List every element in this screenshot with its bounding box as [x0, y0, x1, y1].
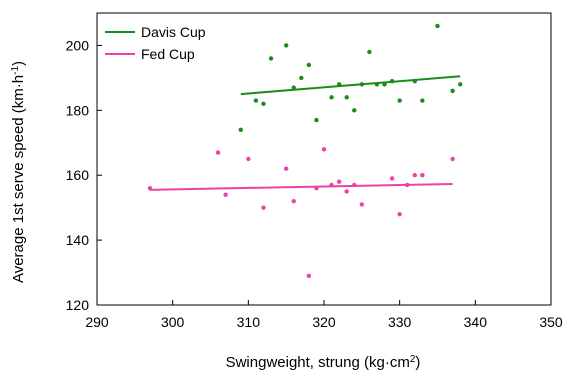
data-point-davis-cup [238, 127, 243, 132]
data-point-fed-cup [261, 205, 266, 210]
data-point-davis-cup [253, 98, 259, 103]
data-point-fed-cup [420, 173, 425, 178]
data-point-fed-cup [306, 273, 312, 278]
axis-ticks [96, 44, 552, 306]
data-point-fed-cup [246, 156, 251, 162]
legend-label-davis-cup: Davis Cup [141, 24, 206, 40]
data-point-davis-cup [450, 88, 455, 94]
data-point-fed-cup [450, 156, 455, 162]
x-tick-label: 340 [464, 314, 488, 330]
data-point-fed-cup [397, 211, 402, 217]
trend-line-fed-cup [149, 182, 453, 191]
x-tick-label: 350 [539, 314, 563, 330]
data-point-fed-cup [223, 192, 228, 197]
x-tick-label: 320 [312, 314, 336, 330]
legend-label-fed-cup: Fed Cup [141, 46, 195, 62]
trend-line-davis-cup [240, 75, 461, 96]
x-tick-label: 290 [85, 314, 109, 330]
legend: Davis Cup Fed Cup [105, 24, 206, 62]
data-point-davis-cup [420, 98, 425, 103]
x-axis-title: Swingweight, strung (kg·cm2) [226, 354, 421, 372]
data-point-fed-cup [359, 202, 365, 207]
data-point-davis-cup [435, 23, 440, 29]
x-tick-label: 310 [237, 314, 261, 330]
data-point-fed-cup [215, 150, 221, 155]
y-tick-label: 140 [66, 232, 90, 248]
x-tick-label: 330 [388, 314, 412, 330]
data-point-davis-cup [306, 62, 312, 68]
x-tick-label: 300 [161, 314, 185, 330]
series-davis-cup [238, 23, 463, 132]
data-point-davis-cup [458, 82, 463, 87]
data-point-davis-cup [344, 95, 349, 100]
data-point-davis-cup [329, 95, 334, 100]
y-tick-label: 200 [66, 37, 90, 53]
y-axis-title: Average 1st serve speed (km·h-1) [10, 61, 28, 283]
data-point-fed-cup [283, 166, 289, 171]
data-point-fed-cup [344, 189, 349, 194]
y-tick-label: 120 [66, 297, 90, 313]
data-series [147, 23, 463, 278]
y-tick-label: 160 [66, 167, 90, 183]
data-point-fed-cup [291, 198, 296, 204]
data-point-davis-cup [283, 43, 289, 48]
data-point-fed-cup [336, 179, 342, 184]
data-point-fed-cup [412, 173, 417, 178]
data-point-davis-cup [352, 108, 357, 113]
data-point-davis-cup [261, 101, 266, 107]
data-point-davis-cup [314, 117, 319, 123]
data-point-davis-cup [367, 49, 372, 55]
y-tick-label: 180 [66, 102, 90, 118]
tick-labels: 290 300 310 320 330 340 350 120 140 160 180 200 [66, 37, 563, 330]
series-fed-cup [147, 147, 455, 278]
data-point-fed-cup [321, 147, 327, 152]
data-point-davis-cup [299, 75, 304, 81]
data-point-davis-cup [268, 56, 274, 61]
data-point-fed-cup [389, 176, 395, 181]
data-point-davis-cup [397, 98, 402, 103]
